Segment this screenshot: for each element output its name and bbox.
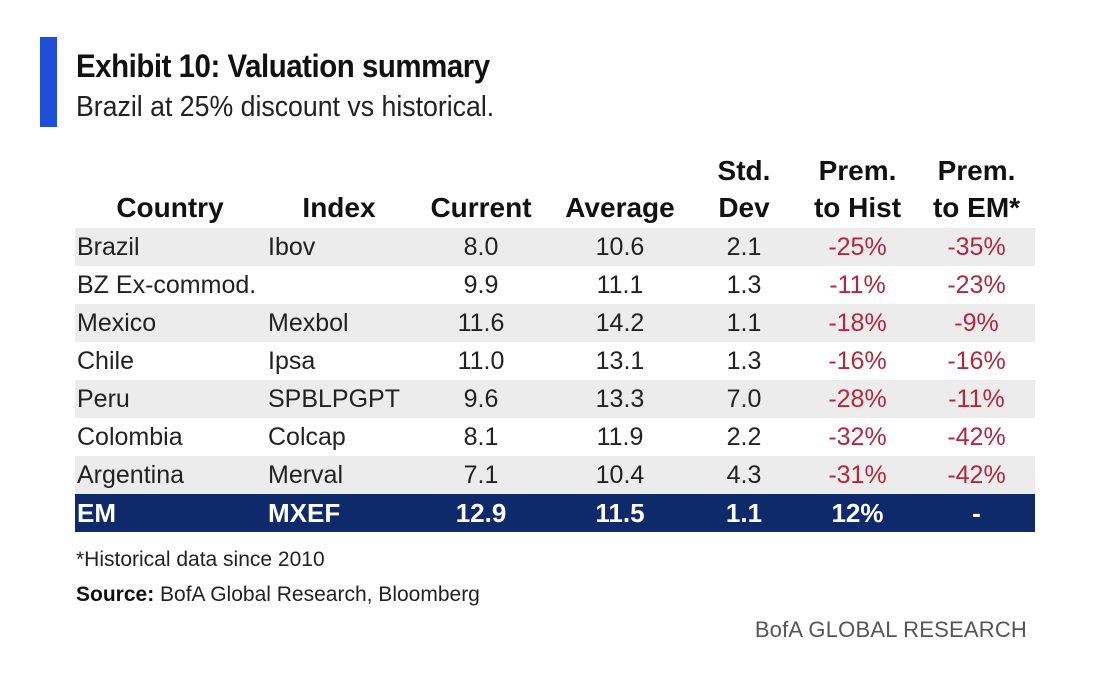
header-index: Index [302,192,376,223]
cell-std-dev: 1.3 [726,271,762,299]
table-body: Brazil Ibov 8.0 10.6 2.1 -25% -35% BZ Ex… [75,228,1035,532]
cell-prem-to-em: -16% [947,347,1006,375]
cell-country: Brazil [75,228,265,266]
em-highlight-row: EM MXEF 12.9 11.5 1.1 12% - [75,494,1035,532]
header-country: Country [116,192,224,223]
cell-index: Merval [265,456,413,494]
cell-average: 10.6 [549,228,691,266]
header-prem-to-hist: Prem. to Hist [813,155,902,223]
cell-prem-to-hist: -28% [797,380,918,418]
cell-country: EM [75,494,265,532]
table-row: BZ Ex-commod. 9.9 11.1 1.3 -11% -23% [75,266,1035,304]
cell-current: 11.0 [457,347,505,375]
table-header-row: Country Index Current Average Std. Dev Pr… [75,150,1035,228]
accent-bar [40,37,57,127]
cell-average: 13.1 [595,347,645,375]
cell-prem-to-em: - [918,494,1035,532]
cell-prem-to-hist: -16% [828,347,887,375]
cell-prem-to-em: -11% [918,380,1035,418]
cell-current: 9.9 [463,271,499,299]
valuation-table-container: Country Index Current Average Std. Dev Pr… [75,150,1035,532]
cell-index [265,266,413,304]
cell-std-dev: 1.1 [691,304,797,342]
cell-prem-to-hist: 12% [797,494,918,532]
cell-index: MXEF [265,494,413,532]
cell-index: Ipsa [268,347,316,375]
cell-prem-to-em: -9% [918,304,1035,342]
header-average: Average [565,192,675,223]
cell-current: 7.1 [413,456,549,494]
source-line: Source: BofA Global Research, Bloomberg [76,580,480,610]
cell-country: Chile [77,347,134,375]
cell-country: Mexico [75,304,265,342]
cell-prem-to-hist: -25% [797,228,918,266]
cell-std-dev: 4.3 [691,456,797,494]
cell-prem-to-hist: -31% [797,456,918,494]
source-label: Source: [76,583,155,606]
exhibit-subtitle: Brazil at 25% discount vs historical. [76,91,495,123]
cell-index: Ibov [265,228,413,266]
header-prem-to-em: Prem. to EM* [932,155,1021,223]
cell-average: 11.1 [596,271,644,299]
cell-prem-to-em: -35% [918,228,1035,266]
cell-average: 10.4 [549,456,691,494]
cell-country: BZ Ex-commod. [77,271,257,299]
cell-current: 9.6 [413,380,549,418]
cell-prem-to-hist: -32% [828,423,887,451]
table-row: Brazil Ibov 8.0 10.6 2.1 -25% -35% [75,228,1035,266]
cell-prem-to-hist: -18% [797,304,918,342]
cell-prem-to-em: -42% [918,456,1035,494]
cell-current: 11.6 [413,304,549,342]
cell-current: 12.9 [413,494,549,532]
cell-index: Colcap [268,423,346,451]
header-std-dev: Std. Dev [717,155,771,223]
cell-current: 8.1 [463,423,499,451]
cell-index: SPBLPGPT [265,380,413,418]
table-row: Peru SPBLPGPT 9.6 13.3 7.0 -28% -11% [75,380,1035,418]
footnote: *Historical data since 2010 [76,548,325,571]
cell-average: 11.9 [596,423,644,451]
cell-average: 13.3 [549,380,691,418]
cell-prem-to-hist: -11% [829,271,886,299]
table-row: Argentina Merval 7.1 10.4 4.3 -31% -42% [75,456,1035,494]
cell-prem-to-em: -42% [947,423,1006,451]
cell-std-dev: 2.2 [726,423,762,451]
cell-prem-to-em: -23% [947,271,1006,299]
cell-current: 8.0 [413,228,549,266]
exhibit-title: Exhibit 10: Valuation summary [76,48,490,84]
cell-std-dev: 2.1 [691,228,797,266]
cell-average: 14.2 [549,304,691,342]
cell-std-dev: 1.1 [691,494,797,532]
table-row: Chile Ipsa 11.0 13.1 1.3 -16% -16% [75,342,1035,380]
cell-country: Argentina [75,456,265,494]
cell-country: Peru [75,380,265,418]
table-row: Mexico Mexbol 11.6 14.2 1.1 -18% -9% [75,304,1035,342]
source-text: BofA Global Research, Bloomberg [154,583,480,606]
valuation-table: Country Index Current Average Std. Dev Pr… [75,150,1035,532]
cell-std-dev: 7.0 [691,380,797,418]
cell-country: Colombia [77,423,183,451]
table-row: Colombia Colcap 8.1 11.9 2.2 -32% -42% [75,418,1035,456]
cell-average: 11.5 [549,494,691,532]
cell-index: Mexbol [265,304,413,342]
header-current: Current [430,192,532,223]
cell-std-dev: 1.3 [726,347,762,375]
brand-watermark: BofA GLOBAL RESEARCH [754,617,1027,642]
